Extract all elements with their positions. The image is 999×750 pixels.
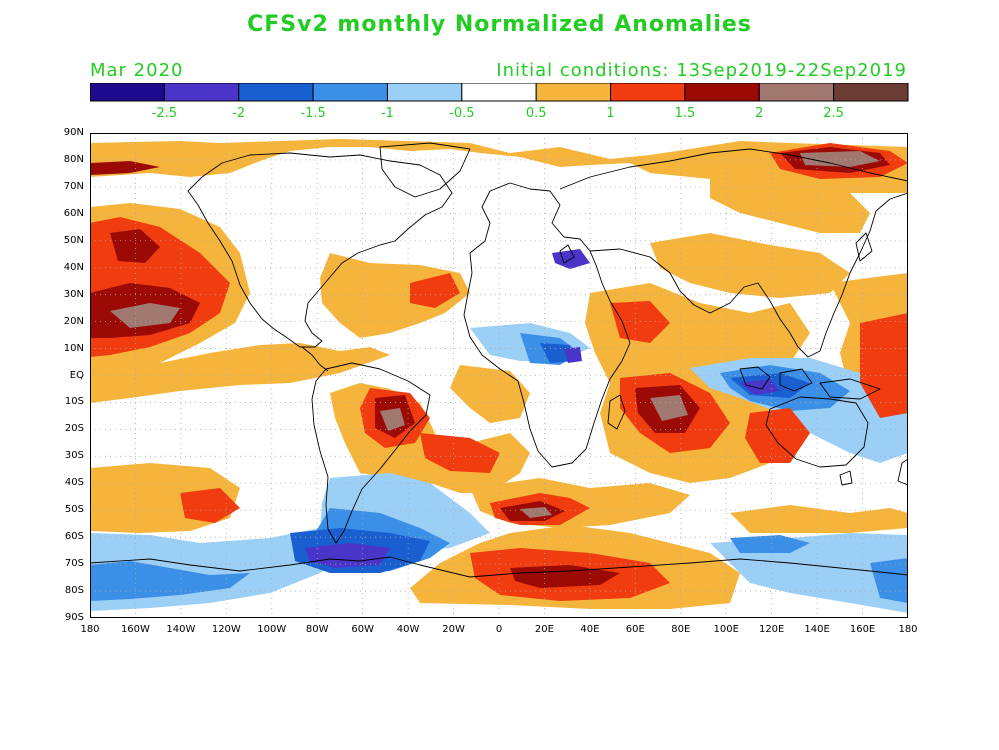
- latitude-label: 50S: [64, 504, 84, 516]
- colorbar-tick-label: -0.5: [449, 106, 474, 121]
- initial-conditions-label: Initial conditions: 13Sep2019-22Sep2019: [496, 60, 907, 81]
- colorbar-swatch: [833, 83, 909, 102]
- longitude-label: 100W: [257, 624, 287, 635]
- longitude-label: 180: [80, 624, 100, 635]
- anomaly-shading: [90, 139, 908, 613]
- latitude-label: 20S: [64, 423, 84, 435]
- longitude-label: 140E: [804, 624, 830, 635]
- colorbar-tick-label: -1.5: [300, 106, 325, 121]
- valid-month-label: Mar 2020: [90, 60, 184, 81]
- latitude-label: 10S: [64, 396, 84, 408]
- latitude-label: EQ: [69, 369, 84, 381]
- longitude-label: 0: [495, 624, 503, 635]
- latitude-label: 90N: [63, 127, 84, 138]
- latitude-label: 40N: [63, 261, 84, 273]
- longitude-label: 40E: [580, 624, 600, 635]
- colorbar-swatch: [90, 83, 165, 102]
- map-frame: [90, 133, 908, 618]
- latitude-label: 70S: [64, 558, 84, 570]
- latitude-label: 80N: [63, 153, 84, 165]
- colorbar-tick-label: 1: [606, 106, 614, 121]
- latitude-label: 30N: [63, 288, 84, 300]
- latitude-label: 90S: [64, 612, 84, 623]
- lat-lon-grid: [90, 133, 908, 618]
- colorbar-tick-label: 0.5: [526, 106, 547, 121]
- colorbar-swatch: [758, 83, 835, 102]
- latitude-label: 60N: [63, 207, 84, 219]
- longitude-label: 20E: [534, 624, 554, 635]
- colorbar-swatch: [461, 83, 537, 102]
- latitude-label: 10N: [63, 342, 84, 354]
- latitude-label: 30S: [64, 450, 84, 462]
- colorbar-swatch: [610, 83, 686, 102]
- colorbar-swatch: [684, 83, 760, 102]
- colorbar-swatch: [312, 83, 388, 102]
- colorbar-tick-label: 2: [755, 106, 763, 121]
- colorbar-tick-label: -1: [381, 106, 394, 121]
- latitude-label: 70N: [63, 180, 84, 192]
- chart-title: CFSv2 monthly Normalized Anomalies: [247, 12, 752, 37]
- longitude-label: 60W: [351, 624, 374, 635]
- longitude-label: 180: [898, 624, 918, 635]
- latitude-label: 60S: [64, 531, 84, 543]
- longitude-label: 100E: [713, 624, 739, 635]
- colorbar-swatch: [238, 83, 314, 102]
- latitude-label: 40S: [64, 477, 84, 489]
- longitude-label: 80E: [671, 624, 691, 635]
- colorbar-tick-label: 1.5: [675, 106, 696, 121]
- longitude-label: 40W: [396, 624, 420, 635]
- colorbar-tick-label: 2.5: [823, 106, 844, 121]
- longitude-label: 160W: [120, 624, 150, 635]
- longitude-label: 80W: [305, 624, 329, 635]
- longitude-label: 120W: [211, 624, 241, 635]
- coastlines: [90, 142, 908, 618]
- latitude-label: 50N: [63, 234, 84, 246]
- longitude-label: 20W: [442, 624, 465, 635]
- longitude-label: 160E: [849, 624, 876, 635]
- colorbar-legend: -2.5 -2 -1.5 -1 -0.5 0.5 1 1.5 2 2.5: [90, 83, 909, 121]
- latitude-label: 80S: [64, 585, 84, 597]
- colorbar-swatch: [386, 83, 463, 102]
- longitude-label: 60E: [625, 624, 645, 635]
- colorbar-tick-label: -2.5: [152, 106, 177, 121]
- longitude-label: 140W: [166, 624, 196, 635]
- anomaly-map: [90, 133, 908, 618]
- latitude-label: 20N: [63, 315, 84, 327]
- longitude-label: 120E: [758, 624, 785, 635]
- colorbar-tick-label: -2: [232, 106, 245, 121]
- colorbar-swatch: [535, 83, 612, 102]
- colorbar-swatch: [163, 83, 240, 102]
